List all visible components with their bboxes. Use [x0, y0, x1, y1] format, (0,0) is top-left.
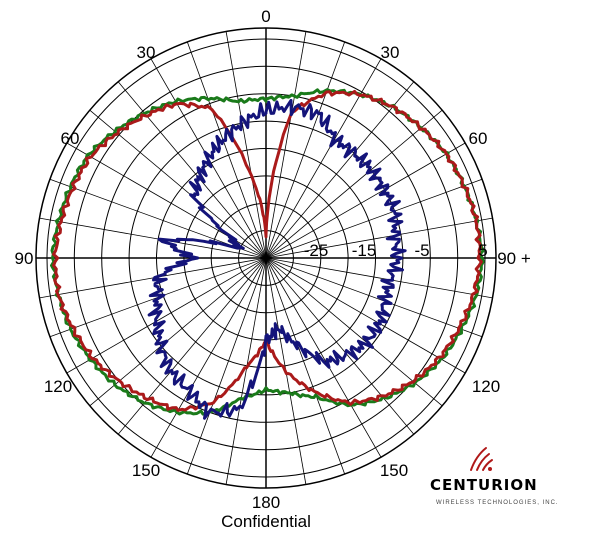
grid-spoke [150, 257, 267, 458]
signal-waves-icon [470, 447, 493, 471]
grid-spoke [265, 257, 346, 475]
polar-grid [35, 27, 497, 489]
angle-label-90-left: 90 [15, 249, 34, 268]
grid-spoke [265, 257, 415, 435]
angle-label-60-left: 60 [61, 129, 80, 148]
grid-spoke [186, 41, 267, 259]
grid-spoke [186, 257, 267, 475]
grid-spoke [39, 257, 267, 299]
grid-spoke [265, 142, 466, 259]
pattern-traces [50, 88, 485, 420]
angle-label-120-right: 120 [472, 377, 500, 396]
grid-spoke [265, 81, 415, 259]
ring-label-minus-25: -25 [304, 241, 329, 260]
angle-label-0: 0 [261, 7, 270, 26]
grid-spoke [265, 257, 466, 374]
grid-spoke [265, 217, 493, 259]
grid-spoke [117, 81, 267, 259]
grid-spoke [265, 257, 493, 299]
angle-label-150-right: 150 [380, 461, 408, 480]
angle-label-120-left: 120 [44, 377, 72, 396]
grid-spoke [265, 58, 382, 259]
ring-label-minus-5: -5 [414, 241, 429, 260]
centurion-logo: CENTURION WIRELESS TECHNOLOGIES, INC. [430, 447, 559, 506]
grid-spoke [225, 257, 267, 485]
grid-spoke [66, 257, 267, 374]
grid-spoke [265, 257, 483, 338]
angle-label-180: 180 [252, 493, 280, 512]
grid-spoke [265, 41, 346, 259]
grid-spoke [89, 257, 267, 407]
ring-label-5: 5 [478, 241, 487, 260]
angle-label-30-left: 30 [137, 43, 156, 62]
grid-spoke [39, 217, 267, 259]
ring-label-minus-15: -15 [352, 241, 377, 260]
angle-label-30-right: 30 [381, 43, 400, 62]
grid-spoke [225, 31, 267, 259]
grid-spoke [117, 257, 267, 435]
logo-tagline: WIRELESS TECHNOLOGIES, INC. [436, 500, 559, 506]
trace-blue [147, 98, 407, 420]
grid-spoke [265, 109, 443, 259]
angle-label-150-left: 150 [132, 461, 160, 480]
logo-wordmark: CENTURION [430, 476, 538, 494]
grid-spoke [265, 257, 382, 458]
angle-label-60-right: 60 [469, 129, 488, 148]
grid-spoke [89, 109, 267, 259]
angle-label-90-right: 90 + [497, 249, 531, 268]
confidential-label: Confidential [221, 512, 311, 531]
grid-spoke [265, 178, 483, 259]
grid-spoke [265, 31, 307, 259]
